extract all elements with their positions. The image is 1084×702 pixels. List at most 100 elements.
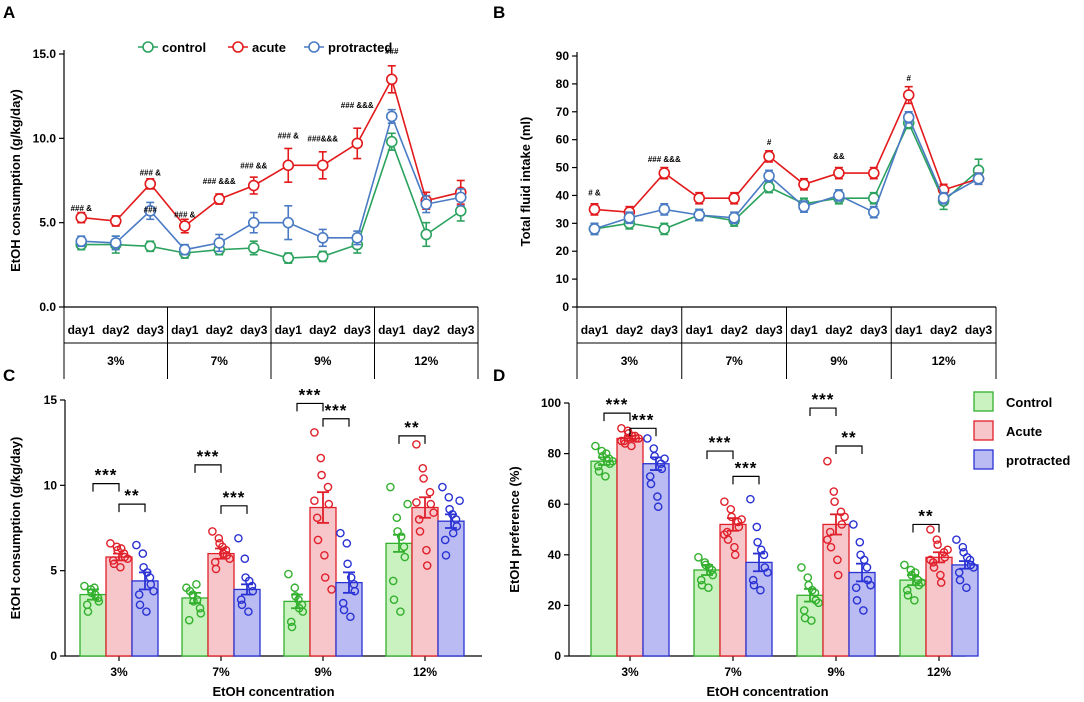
y-tick-label: 90 bbox=[556, 49, 570, 63]
control-point bbox=[144, 240, 157, 253]
control-data-point bbox=[597, 446, 607, 456]
protracted-data-point bbox=[444, 492, 454, 502]
significance-bracket bbox=[92, 483, 120, 492]
control-data-point bbox=[94, 597, 104, 606]
protracted-data-point bbox=[643, 434, 652, 443]
acute-data-point bbox=[926, 555, 935, 565]
control-data-point bbox=[80, 581, 89, 591]
protracted-data-point bbox=[455, 496, 464, 505]
y-tick-label: 10 bbox=[556, 272, 570, 286]
y-tick-label: 10.0 bbox=[33, 131, 57, 145]
control-bar bbox=[693, 569, 721, 657]
protracted-data-point bbox=[138, 549, 148, 558]
significance-annotation: # bbox=[767, 138, 772, 147]
acute-data-point bbox=[218, 549, 228, 558]
y-tick-label: 0 bbox=[562, 300, 569, 314]
protracted-data-point bbox=[866, 580, 875, 590]
protracted-point bbox=[351, 232, 364, 244]
protracted-data-point bbox=[448, 510, 457, 519]
acute-point bbox=[213, 193, 226, 205]
x-axis-label: EtOH concentration bbox=[706, 684, 828, 699]
control-data-point bbox=[910, 568, 920, 577]
x-day-label: day1 bbox=[581, 323, 609, 337]
acute-data-point bbox=[327, 585, 336, 594]
control-data-point bbox=[902, 585, 912, 595]
protracted-data-point bbox=[958, 542, 968, 552]
significance-annotation: ###&&& bbox=[307, 135, 338, 144]
acute-data-point bbox=[926, 525, 935, 534]
protracted-point bbox=[623, 211, 636, 224]
protracted-data-point bbox=[244, 607, 253, 616]
protracted-data-point bbox=[132, 540, 141, 550]
protracted-data-point bbox=[660, 454, 669, 463]
significance-annotation: ### & bbox=[278, 131, 300, 140]
y-tick-label: 15 bbox=[44, 393, 58, 407]
protracted-data-point bbox=[646, 479, 656, 489]
acute-data-point bbox=[940, 553, 950, 562]
protracted-data-point bbox=[969, 563, 978, 572]
significance-annotation: ### bbox=[144, 206, 158, 215]
control-data-point bbox=[392, 513, 402, 523]
control-point bbox=[316, 250, 329, 263]
legend-acute-label: acute bbox=[252, 40, 286, 55]
x-group-label: 9% bbox=[314, 354, 332, 368]
control-data-point bbox=[192, 595, 202, 604]
protracted-bar bbox=[437, 520, 465, 657]
protracted-point bbox=[728, 211, 740, 224]
protracted-point bbox=[658, 203, 671, 216]
significance-annotation: && bbox=[833, 152, 845, 161]
protracted-point bbox=[454, 191, 467, 204]
control-data-point bbox=[294, 603, 304, 613]
protracted-data-point bbox=[962, 553, 972, 562]
protracted-data-point bbox=[748, 575, 758, 585]
protracted-data-point bbox=[142, 607, 151, 616]
acute-data-point bbox=[823, 535, 832, 544]
y-tick-label: 20 bbox=[556, 244, 570, 258]
acute-point bbox=[178, 220, 191, 232]
significance-bracket bbox=[629, 427, 657, 437]
legend-acute-marker bbox=[232, 41, 244, 53]
control-data-point bbox=[294, 595, 303, 604]
control-bar bbox=[796, 594, 824, 657]
significance-stars: *** bbox=[812, 390, 835, 409]
significance-stars: *** bbox=[299, 385, 322, 404]
control-data-point bbox=[608, 456, 617, 466]
protracted-point bbox=[937, 192, 950, 205]
y-tick-label: 10 bbox=[44, 478, 58, 492]
protracted-data-point bbox=[142, 568, 152, 577]
protracted-data-point bbox=[749, 580, 759, 590]
significance-stars: *** bbox=[95, 466, 118, 485]
x-tick-label: 7% bbox=[212, 665, 230, 679]
protracted-data-point bbox=[653, 502, 663, 512]
significance-bracket bbox=[809, 407, 837, 417]
significance-bracket bbox=[732, 475, 760, 485]
protracted-line bbox=[81, 113, 461, 251]
protracted-data-point bbox=[438, 482, 447, 492]
x-day-label: day3 bbox=[447, 323, 475, 337]
panel-c: C 0 5 10 15 EtOH consumption (g/kg/day) EtOH c… bbox=[3, 366, 482, 699]
panel-a: A 0.0 5.0 10.0 15.0 EtOH consumption (g/kg/da… bbox=[3, 3, 479, 379]
y-tick-label: 30 bbox=[556, 216, 570, 230]
acute-data-point bbox=[734, 522, 744, 532]
protracted-data-point bbox=[855, 537, 865, 547]
control-point bbox=[385, 135, 398, 148]
protracted-data-point bbox=[756, 585, 765, 595]
acute-line bbox=[81, 77, 461, 228]
significance-annotation: ### & bbox=[71, 204, 93, 213]
acute-data-point bbox=[833, 555, 842, 565]
y-tick-label: 80 bbox=[556, 77, 570, 91]
control-data-point bbox=[184, 615, 194, 625]
protracted-point bbox=[109, 237, 122, 249]
acute-data-point bbox=[414, 515, 424, 524]
control-data-point bbox=[694, 553, 703, 562]
protracted-data-point bbox=[236, 595, 246, 604]
acute-data-point bbox=[730, 550, 740, 560]
protracted-data-point bbox=[763, 568, 772, 577]
x-day-label: day2 bbox=[930, 323, 958, 337]
significance-bracket bbox=[322, 418, 350, 427]
y-axis-label: EtOH consumption (g/kg/day) bbox=[8, 89, 23, 272]
control-data-point bbox=[389, 595, 399, 604]
x-group-label: 7% bbox=[725, 354, 743, 368]
acute-data-point bbox=[208, 527, 217, 536]
acute-data-point bbox=[214, 533, 224, 543]
